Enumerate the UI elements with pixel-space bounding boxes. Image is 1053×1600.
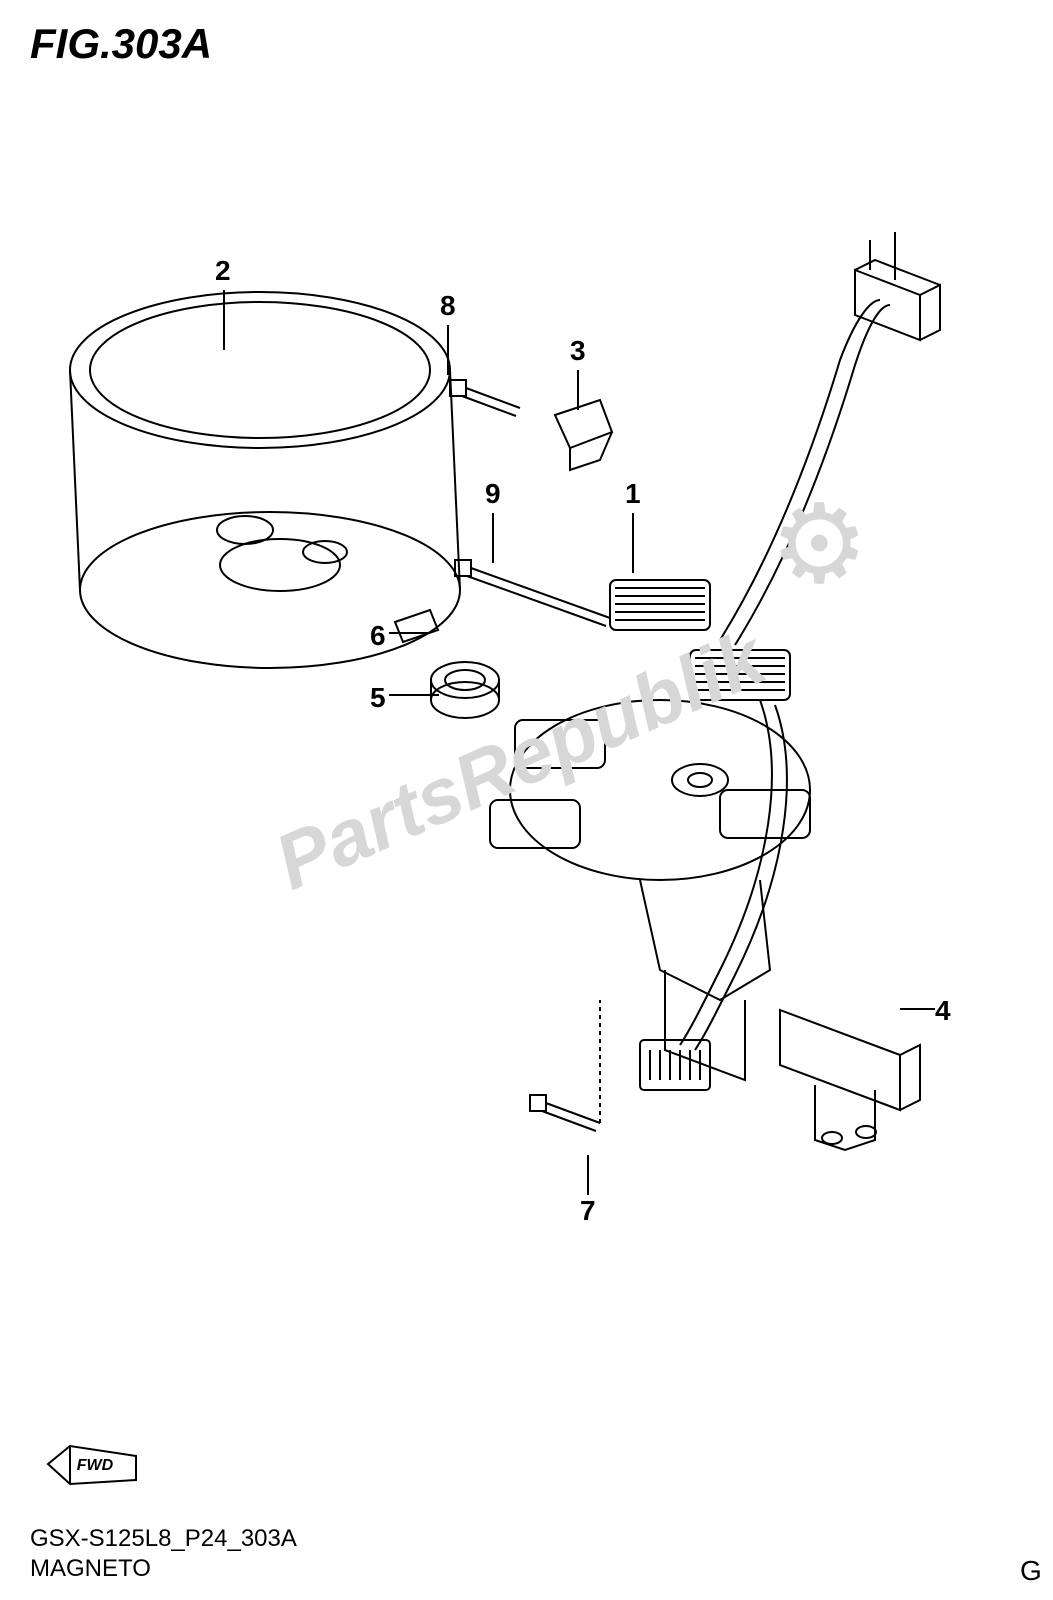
callout-1: 1 [625, 478, 641, 510]
leader-1 [632, 513, 634, 573]
leader-5 [389, 694, 439, 696]
leader-9 [492, 513, 494, 563]
callout-2: 2 [215, 255, 231, 287]
leader-8 [447, 325, 449, 375]
figure-title: FIG.303A [30, 20, 212, 68]
leader-7 [587, 1155, 589, 1195]
callout-3: 3 [570, 335, 586, 367]
footer-model-code: GSX-S125L8_P24_303A [30, 1525, 297, 1553]
callout-7: 7 [580, 1195, 596, 1227]
leader-6 [389, 632, 429, 634]
page-variant-g: G [1020, 1555, 1042, 1587]
callout-6: 6 [370, 620, 386, 652]
leader-3 [577, 370, 579, 410]
callout-8: 8 [440, 290, 456, 322]
diagram-drawing [0, 0, 1053, 1600]
leader-4 [900, 1008, 935, 1010]
footer-part-name: MAGNETO [30, 1555, 151, 1583]
callout-9: 9 [485, 478, 501, 510]
callout-4: 4 [935, 995, 951, 1027]
callout-5: 5 [370, 682, 386, 714]
watermark-gear-icon: ⚙ [770, 480, 869, 608]
leader-2 [223, 290, 225, 350]
fwd-badge-text: FWD [77, 1457, 114, 1474]
fwd-badge-icon: FWD [40, 1440, 140, 1488]
